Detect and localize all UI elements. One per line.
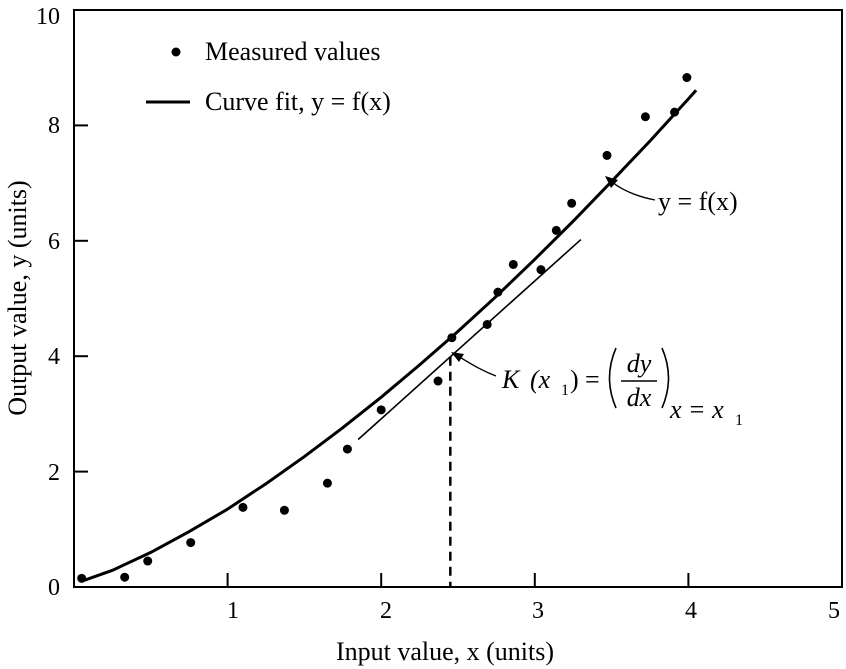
slope-label-arrowhead xyxy=(451,352,464,362)
data-point xyxy=(322,478,332,488)
legend-point-marker xyxy=(171,47,181,57)
x-axis-title: Input value, x (units) xyxy=(336,637,554,666)
slope-label-close: ) xyxy=(570,365,579,394)
data-point xyxy=(670,107,680,117)
slope-label-leader xyxy=(457,355,497,377)
data-point xyxy=(433,376,443,386)
axis-ticks xyxy=(74,124,690,587)
legend-line-label: Curve fit, y = f(x) xyxy=(205,87,391,116)
data-point xyxy=(143,556,153,566)
data-point xyxy=(508,259,518,269)
y-tick-label-2: 2 xyxy=(48,460,60,486)
slope-right-paren xyxy=(661,347,670,409)
slope-label-subscript: x = x xyxy=(669,395,724,424)
data-point xyxy=(120,572,130,582)
y-tick-label-0: 0 xyxy=(48,575,60,601)
curve-label-arrowhead xyxy=(605,176,618,188)
x-tick-label-3: 3 xyxy=(532,598,544,624)
slope-label-sub1: 1 xyxy=(561,382,569,399)
x-tick-label-2: 2 xyxy=(380,598,392,624)
data-point xyxy=(447,333,457,343)
y-tick-label-6: 6 xyxy=(48,229,60,255)
x-tick-label-1: 1 xyxy=(227,598,239,624)
y-axis-title: Output value, y (units) xyxy=(3,180,32,415)
data-point xyxy=(279,505,289,515)
data-point xyxy=(493,287,503,297)
data-point xyxy=(640,112,650,122)
x-tick-label-5: 5 xyxy=(828,598,840,624)
x-tick-label-4: 4 xyxy=(685,598,697,624)
data-point xyxy=(682,73,692,83)
legend-points-label: Measured values xyxy=(205,37,380,66)
plot-frame xyxy=(73,9,843,588)
y-tick-label-4: 4 xyxy=(48,344,60,370)
y-tick-label-10: 10 xyxy=(36,4,60,30)
data-point xyxy=(77,573,87,583)
slope-left-paren xyxy=(608,347,617,409)
data-point xyxy=(376,405,386,415)
slope-label-numerator: dy xyxy=(627,349,652,378)
slope-label: K (x 1 ) = dy dx x = x 1 xyxy=(501,347,743,429)
slope-label-k: K xyxy=(501,365,521,394)
curve-fit-line xyxy=(81,89,698,583)
tangent-line xyxy=(357,238,582,441)
slope-label-x1: (x xyxy=(530,365,551,394)
data-point xyxy=(536,265,546,275)
data-point xyxy=(342,444,352,454)
slope-label-denominator: dx xyxy=(627,383,652,412)
data-point xyxy=(238,502,248,512)
curve-label-leader xyxy=(611,181,656,201)
data-point xyxy=(482,319,492,329)
data-point xyxy=(551,225,561,235)
measured-points xyxy=(77,73,692,583)
curve-label: y = f(x) xyxy=(658,187,738,216)
slope-label-equals: = xyxy=(585,365,600,394)
slope-label-subscript-index: 1 xyxy=(735,412,743,429)
data-point xyxy=(602,150,612,160)
data-point xyxy=(567,198,577,208)
data-point xyxy=(186,538,196,548)
y-tick-label-8: 8 xyxy=(48,113,60,139)
